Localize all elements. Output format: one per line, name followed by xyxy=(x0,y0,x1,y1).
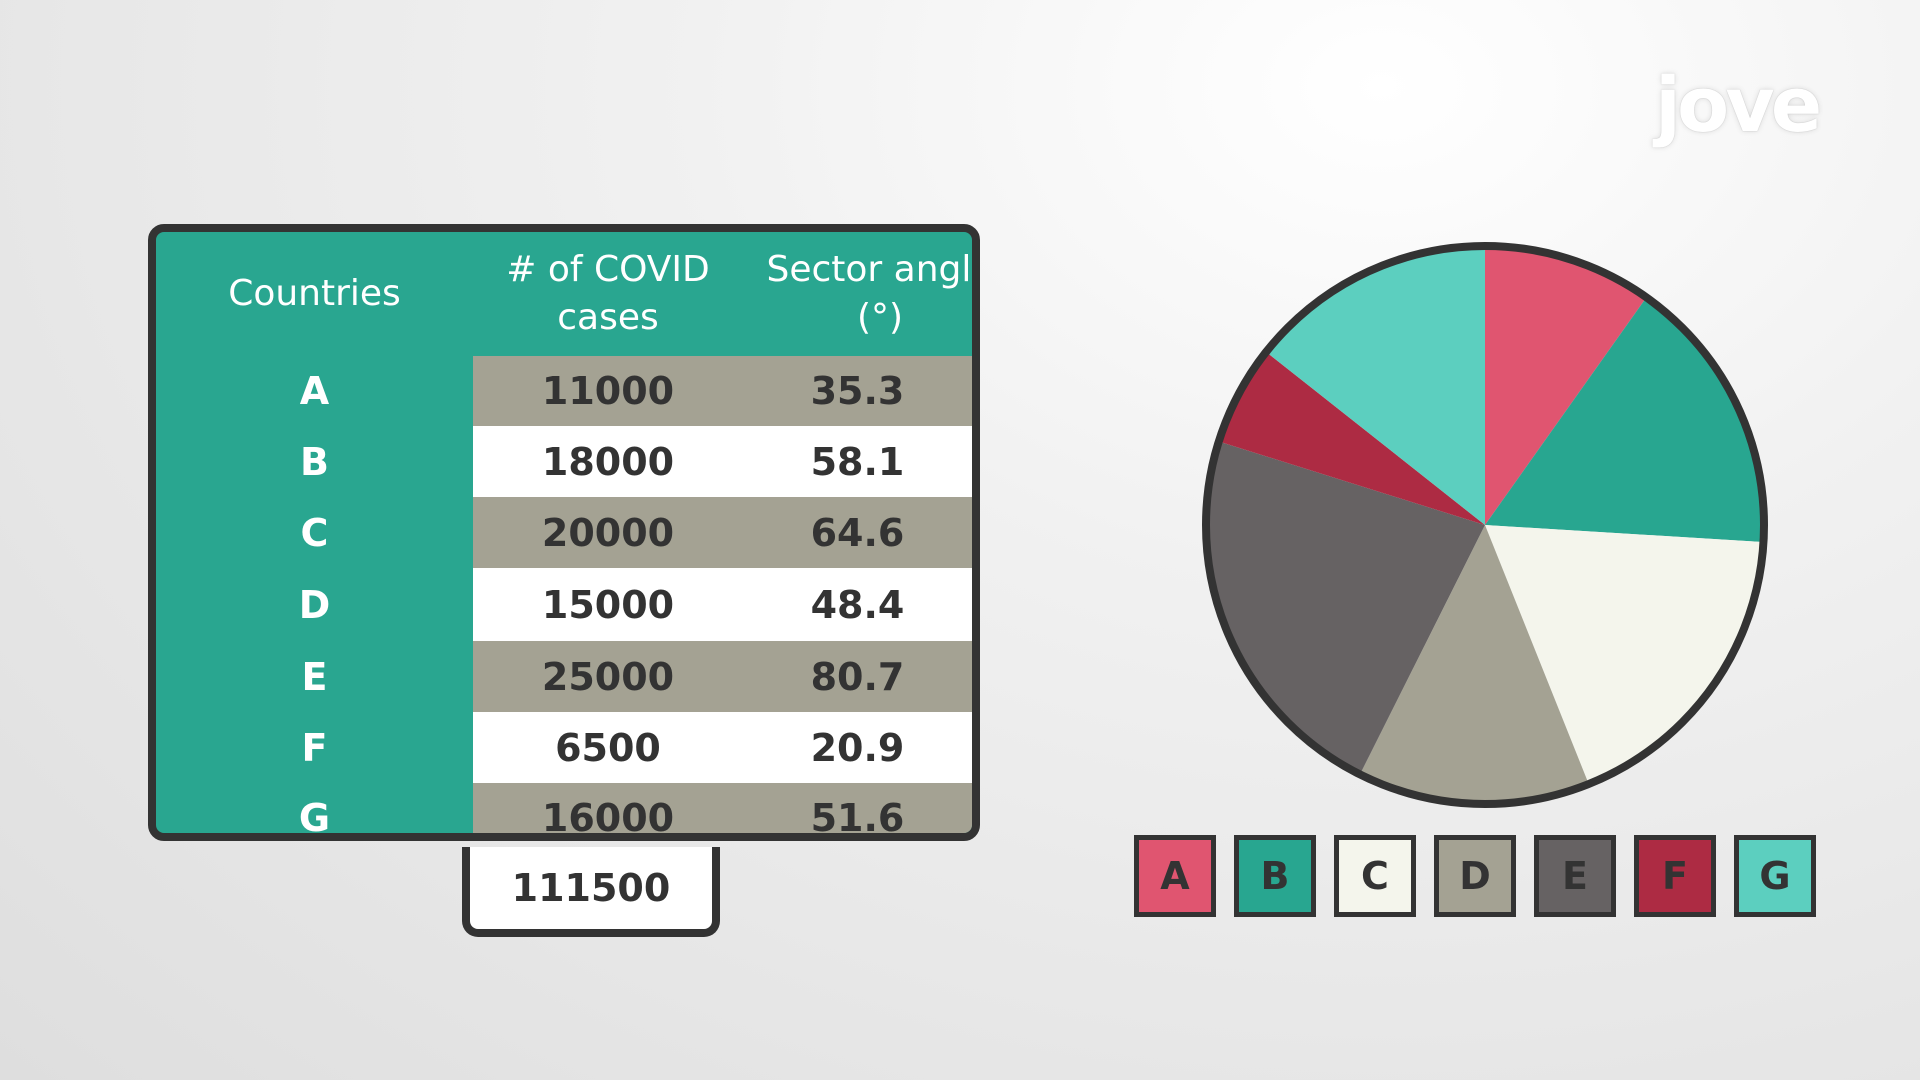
legend-item-d: D xyxy=(1434,835,1516,917)
header-angle-line2: (°) xyxy=(856,297,904,338)
cases-cell: 18000 xyxy=(541,439,675,484)
table-row: F 6500 20.9 xyxy=(156,712,972,783)
pie-outline xyxy=(1202,242,1768,808)
table-row: B 18000 58.1 xyxy=(156,426,972,497)
pie-slice-f xyxy=(1221,353,1485,525)
header-cases-line1: # of COVID xyxy=(506,249,710,290)
header-angle-line1: Sector angle xyxy=(766,249,980,290)
header-covid-cases: # of COVID cases xyxy=(473,232,743,356)
jove-logo: jove xyxy=(1655,60,1822,149)
header-countries: Countries xyxy=(156,232,473,356)
header-countries-label: Countries xyxy=(228,273,401,314)
angle-cell: 58.1 xyxy=(810,439,905,484)
country-cell: A xyxy=(299,369,330,413)
legend-item-b: B xyxy=(1234,835,1316,917)
angle-cell: 80.7 xyxy=(810,654,905,699)
row-values: 11000 35.3 xyxy=(473,356,972,426)
pie-slice-d xyxy=(1361,525,1588,802)
pie-slice-b xyxy=(1485,299,1761,542)
row-values: 16000 51.6 xyxy=(473,783,972,840)
covid-cases-table: Countries # of COVID cases Sector angle … xyxy=(148,224,980,841)
cases-cell: 6500 xyxy=(555,725,661,770)
legend-item-e: E xyxy=(1534,835,1616,917)
header-cases-label: # of COVID cases xyxy=(506,246,710,342)
pie-slice-e xyxy=(1209,442,1485,772)
country-cell: G xyxy=(298,796,331,840)
angle-cell: 48.4 xyxy=(810,582,905,627)
legend-item-a: A xyxy=(1134,835,1216,917)
total-cases-box: 111500 xyxy=(462,847,720,937)
country-cell: B xyxy=(300,439,329,484)
angle-cell: 51.6 xyxy=(810,796,905,840)
pie-slice-c xyxy=(1485,525,1761,782)
table-row: G 16000 51.6 xyxy=(156,783,972,840)
cases-cell: 20000 xyxy=(541,510,675,555)
angle-cell: 20.9 xyxy=(810,725,905,770)
country-cell: D xyxy=(298,582,331,627)
angle-cell: 64.6 xyxy=(810,510,905,555)
header-sector-angle: Sector angle (°) xyxy=(743,232,980,356)
header-cases-line2: cases xyxy=(557,297,659,338)
legend-item-f: F xyxy=(1634,835,1716,917)
table-row: C 20000 64.6 xyxy=(156,497,972,568)
cases-cell: 25000 xyxy=(541,654,675,699)
row-values: 18000 58.1 xyxy=(473,426,972,497)
legend-item-g: G xyxy=(1734,835,1816,917)
row-values: 6500 20.9 xyxy=(473,712,972,783)
table-row: A 11000 35.3 xyxy=(156,356,972,426)
cases-cell: 16000 xyxy=(541,796,675,840)
table-row: D 15000 48.4 xyxy=(156,568,972,641)
angle-cell: 35.3 xyxy=(810,369,905,413)
header-angle-label: Sector angle (°) xyxy=(766,246,980,342)
cases-cell: 15000 xyxy=(541,582,675,627)
table-header: Countries # of COVID cases Sector angle … xyxy=(156,232,972,356)
pie-chart xyxy=(1202,242,1768,808)
cases-cell: 11000 xyxy=(541,369,675,413)
pie-slice-g xyxy=(1268,249,1485,525)
row-values: 25000 80.7 xyxy=(473,641,972,712)
country-cell: F xyxy=(301,725,328,770)
legend-item-c: C xyxy=(1334,835,1416,917)
row-values: 20000 64.6 xyxy=(473,497,972,568)
country-cell: C xyxy=(300,510,329,555)
country-cell: E xyxy=(301,654,328,699)
row-values: 15000 48.4 xyxy=(473,568,972,641)
pie-slice-a xyxy=(1485,249,1645,525)
table-row: E 25000 80.7 xyxy=(156,641,972,712)
